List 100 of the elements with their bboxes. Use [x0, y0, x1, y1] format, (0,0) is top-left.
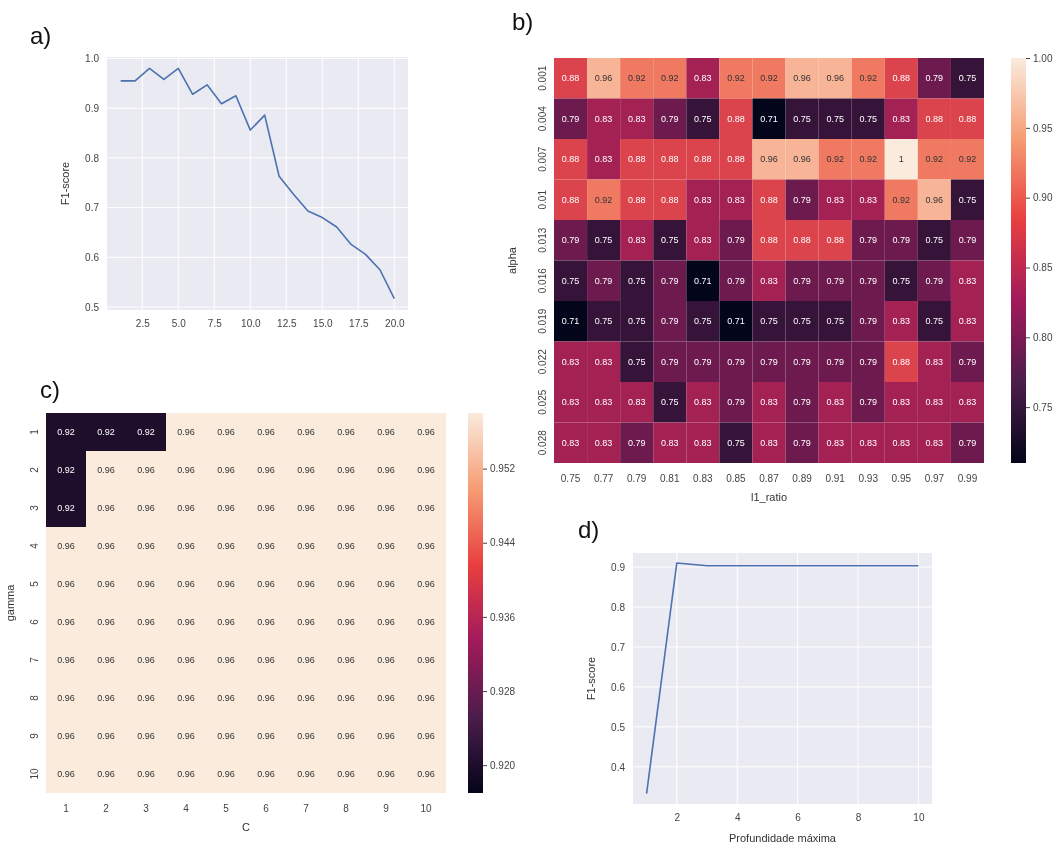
y-tick-label: 0.8: [85, 152, 100, 164]
x-tick-label: 7.5: [207, 318, 223, 330]
data-label: 0.83: [859, 437, 877, 448]
data-label: 0.79: [760, 356, 778, 367]
data-label: 0.96: [337, 617, 355, 628]
data-label: 0.79: [793, 275, 811, 286]
data-label: 0.96: [137, 541, 155, 552]
data-label: 0.83: [627, 397, 646, 408]
data-label: 0.79: [958, 356, 977, 367]
data-label: 0.96: [337, 693, 355, 704]
data-label: 0.92: [57, 503, 75, 514]
data-label: 0.96: [297, 503, 315, 514]
data-label: 0.96: [177, 503, 195, 514]
data-label: 0.96: [337, 541, 355, 552]
data-label: 0.75: [561, 275, 580, 286]
data-label: 0.96: [177, 731, 195, 742]
y-tick-label: 0.013: [536, 227, 548, 253]
x-tick-label: 20.0: [385, 318, 405, 330]
data-label: 0.92: [859, 154, 877, 165]
data-label: 0.96: [417, 579, 435, 590]
data-label: 0.79: [793, 194, 811, 205]
y-tick-label: 8: [28, 694, 40, 701]
y-tick-label: 0.001: [536, 65, 548, 91]
x-tick-label: 8: [343, 803, 350, 815]
color-bar-label: 0.936: [490, 611, 516, 623]
data-label: 0.88: [892, 73, 911, 84]
x-tick-label: 0.97: [924, 473, 945, 485]
y-tick-label: 2: [28, 466, 40, 473]
data-label: 0.92: [57, 427, 75, 438]
x-tick-label: 10: [913, 812, 925, 824]
x-axis-title: C: [242, 821, 251, 833]
data-label: 0.96: [297, 465, 315, 476]
y-axis-title: alpha: [506, 246, 518, 274]
data-label: 0.79: [661, 356, 679, 367]
data-label: 0.79: [627, 437, 646, 448]
y-tick-label: 0.016: [536, 267, 548, 294]
data-label: 0.92: [661, 73, 679, 84]
data-label: 0.96: [377, 541, 395, 552]
y-tick-label: 0.9: [611, 561, 626, 573]
data-label: 0.96: [177, 769, 195, 780]
data-label: 0.96: [417, 465, 435, 476]
data-label: 0.92: [958, 154, 977, 165]
data-label: 0.96: [297, 617, 315, 628]
x-tick-label: 0.83: [693, 473, 714, 485]
data-label: 0.92: [859, 73, 877, 84]
data-label: 0.96: [97, 693, 115, 704]
y-tick-label: 0.019: [536, 308, 548, 334]
data-label: 0.79: [958, 437, 977, 448]
y-tick-label: 0.025: [536, 389, 548, 415]
data-label: 0.96: [297, 427, 315, 438]
y-tick-label: 0.028: [536, 429, 548, 456]
data-label: 0.88: [561, 194, 580, 205]
data-label: 0.88: [661, 154, 679, 165]
data-label: 0.79: [859, 235, 877, 246]
x-tick-label: 5: [223, 803, 230, 815]
data-label: 0.83: [826, 437, 844, 448]
data-label: 0.96: [257, 579, 275, 590]
data-label: 0.83: [925, 397, 944, 408]
data-label: 0.75: [892, 275, 911, 286]
color-bar-label: 0.90: [1033, 192, 1053, 204]
data-label: 0.96: [97, 579, 115, 590]
data-label: 0.96: [177, 427, 195, 438]
y-tick-label: 0.9: [85, 102, 100, 114]
data-label: 0.79: [892, 235, 911, 246]
chart-title: a): [30, 22, 52, 49]
x-tick-label: 17.5: [349, 318, 369, 330]
data-label: 0.83: [594, 154, 613, 165]
data-label: 0.96: [417, 693, 435, 704]
data-label: 0.71: [727, 316, 745, 327]
data-label: 0.83: [561, 356, 580, 367]
data-label: 0.79: [826, 275, 844, 286]
data-label: 0.79: [859, 275, 877, 286]
data-label: 0.96: [137, 579, 155, 590]
data-label: 0.79: [561, 113, 580, 124]
y-axis-title: gamma: [4, 583, 16, 622]
y-tick-label: 4: [28, 542, 40, 549]
data-label: 0.88: [760, 235, 778, 246]
data-label: 0.75: [627, 356, 646, 367]
x-tick-label: 9: [383, 803, 390, 815]
data-label: 0.83: [760, 275, 778, 286]
data-label: 0.96: [217, 693, 235, 704]
data-label: 0.96: [337, 769, 355, 780]
line-series: [119, 67, 396, 300]
data-label: 0.92: [760, 73, 778, 84]
data-label: 0.83: [594, 437, 613, 448]
data-label: 0.79: [561, 235, 580, 246]
data-label: 0.79: [793, 356, 811, 367]
data-label: 0.83: [892, 437, 911, 448]
data-label: 0.75: [793, 113, 811, 124]
data-label: 0.79: [594, 275, 613, 286]
data-label: 0.79: [727, 235, 745, 246]
x-tick-label: 0.77: [593, 473, 614, 485]
data-label: 0.92: [97, 427, 115, 438]
data-label: 0.88: [760, 194, 778, 205]
data-label: 0.75: [694, 113, 712, 124]
data-label: 0.96: [97, 503, 115, 514]
y-tick-label: 0.6: [611, 681, 626, 693]
data-label: 0.96: [417, 541, 435, 552]
data-label: 0.96: [57, 655, 75, 666]
data-label: 0.88: [661, 194, 679, 205]
